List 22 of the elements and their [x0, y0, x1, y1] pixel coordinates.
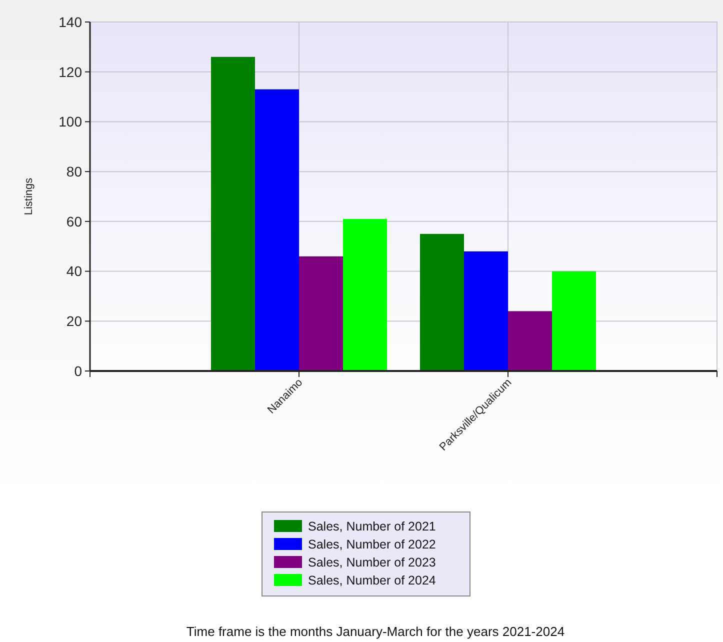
y-tick-label: 120: [58, 64, 82, 80]
y-axis-title: Listings: [23, 177, 35, 216]
y-tick-label: 0: [74, 362, 82, 379]
y-tick-label: 20: [66, 313, 82, 330]
bar: [343, 218, 387, 371]
bar: [464, 251, 508, 371]
text: Time frame is the months January-March for the years 2021-2024: [186, 624, 565, 639]
legend-label: Sales, Number of 2022: [308, 537, 436, 552]
y-tick-label: 100: [58, 114, 82, 130]
bar: [299, 256, 343, 371]
bar: [552, 271, 596, 371]
y-tick-label: 40: [66, 263, 82, 280]
bar: [420, 234, 464, 371]
y-tick-label: 140: [58, 14, 82, 30]
legend-label: Sales, Number of 2024: [308, 573, 436, 588]
bar: [508, 311, 552, 371]
y-tick-label: 80: [66, 163, 82, 180]
legend-label: Sales, Number of 2023: [308, 555, 436, 570]
legend-label: Sales, Number of 2021: [308, 519, 436, 534]
y-tick-label: 60: [66, 213, 82, 230]
bar: [211, 56, 255, 371]
bar: [255, 89, 299, 371]
